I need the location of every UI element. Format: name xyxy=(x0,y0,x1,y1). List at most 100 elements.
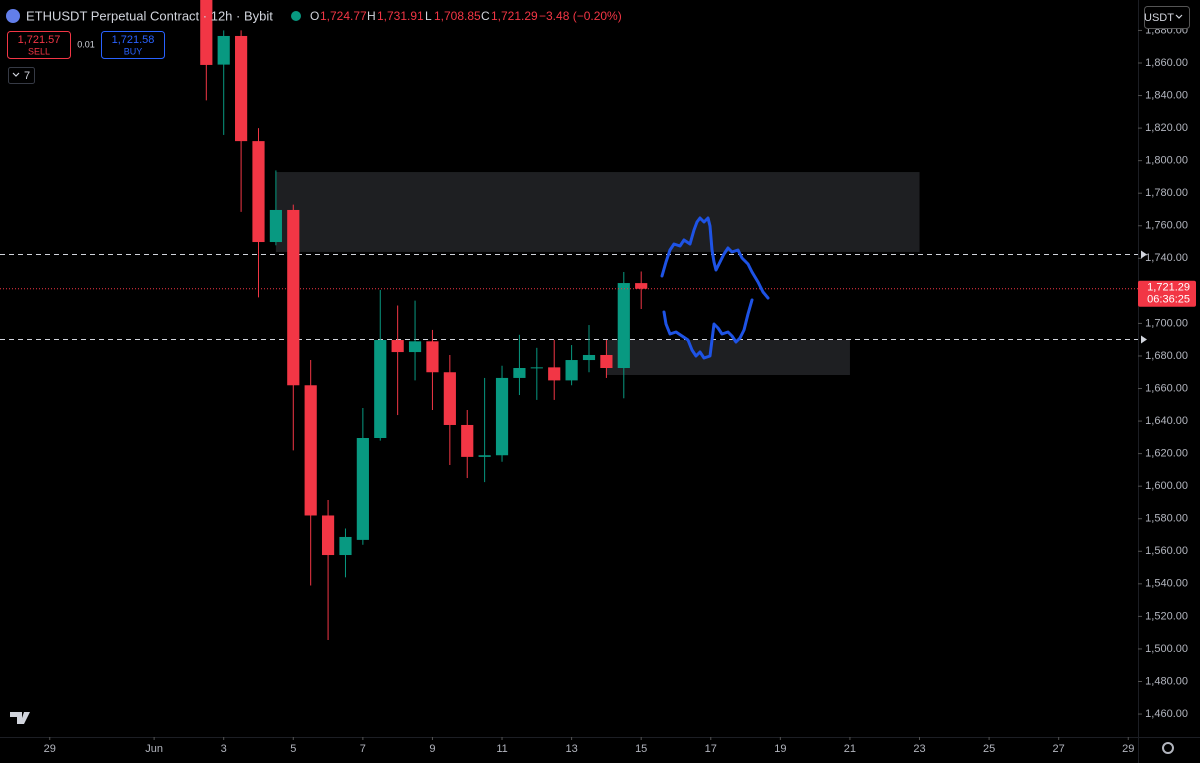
y-tick-label: 1,740.00 xyxy=(1145,252,1188,264)
chevron-icon xyxy=(1175,14,1183,19)
candle-body xyxy=(287,209,300,386)
candle-body xyxy=(478,455,491,457)
candle-body xyxy=(269,209,282,243)
y-tick-label: 1,820.00 xyxy=(1145,122,1188,134)
eth-icon xyxy=(6,9,20,23)
ohlc-value: 1,708.85 xyxy=(434,9,481,23)
candle-body xyxy=(408,341,422,353)
ohlc-value: 1,731.91 xyxy=(377,9,424,23)
y-tick-label: 1,480.00 xyxy=(1145,675,1188,687)
buy-button[interactable] xyxy=(101,31,165,59)
candle-body xyxy=(391,340,404,353)
x-tick-label: 9 xyxy=(429,743,435,755)
sell-price: 1,721.57 xyxy=(18,34,61,46)
candle-body xyxy=(200,0,213,65)
x-tick-label: 17 xyxy=(705,743,717,755)
candle-body xyxy=(582,354,596,361)
plot-area xyxy=(0,0,1138,640)
y-tick-label: 1,840.00 xyxy=(1145,89,1188,101)
y-tick-label: 1,600.00 xyxy=(1145,480,1188,492)
price-tag xyxy=(1138,280,1196,307)
sell-button[interactable] xyxy=(7,31,71,59)
candle-body xyxy=(600,354,613,369)
ohlc-label: C xyxy=(481,9,490,23)
indicators-toggle[interactable] xyxy=(8,67,35,84)
candle-body xyxy=(321,515,335,556)
ohlc-label: H xyxy=(367,9,376,23)
chevron-icon xyxy=(12,72,20,77)
level-marker xyxy=(1141,335,1147,344)
y-tick-label: 1,680.00 xyxy=(1145,350,1188,362)
candle-body xyxy=(548,367,561,381)
candle-body xyxy=(339,536,352,556)
buy-label: BUY xyxy=(124,46,143,56)
ohlc-label: O xyxy=(310,9,319,23)
candle-body xyxy=(635,283,648,289)
x-tick-label: 25 xyxy=(983,743,995,755)
market-status-dot[interactable] xyxy=(291,11,301,21)
x-tick-label: 29 xyxy=(44,743,56,755)
y-tick-label: 1,580.00 xyxy=(1145,513,1188,525)
y-tick-label: 1,520.00 xyxy=(1145,610,1188,622)
sell-label: SELL xyxy=(28,46,50,56)
price-tag-price: 1,721.29 xyxy=(1147,282,1190,294)
candle-body xyxy=(374,340,387,439)
candle-body xyxy=(356,438,369,540)
x-tick-label: 5 xyxy=(290,743,296,755)
ohlc-label: L xyxy=(425,9,432,23)
x-tick-label: 13 xyxy=(565,743,577,755)
hand-drawing-upper xyxy=(660,216,770,300)
x-tick-label: 21 xyxy=(844,743,856,755)
candle-body xyxy=(461,424,474,457)
zone xyxy=(275,172,920,252)
settings-icon[interactable] xyxy=(1162,742,1174,754)
x-tick-label: 11 xyxy=(496,743,507,755)
spread: 0.01 xyxy=(77,39,95,49)
hand-drawing-lower xyxy=(662,298,754,360)
candle-body xyxy=(565,360,578,381)
y-tick-label: 1,460.00 xyxy=(1145,708,1188,720)
candle-body xyxy=(530,367,543,369)
y-tick-label: 1,620.00 xyxy=(1145,448,1188,460)
y-tick-label: 1,560.00 xyxy=(1145,545,1188,557)
y-tick-label: 1,860.00 xyxy=(1145,57,1188,69)
x-tick-label: 23 xyxy=(913,743,925,755)
currency-button[interactable] xyxy=(1144,6,1190,29)
y-tick-label: 1,500.00 xyxy=(1145,643,1188,655)
x-tick-label: 29 xyxy=(1122,743,1134,755)
y-tick-label: 1,660.00 xyxy=(1145,382,1188,394)
candle-body xyxy=(235,35,248,142)
price-change: −3.48 (−0.20%) xyxy=(539,9,622,23)
x-tick-label: 19 xyxy=(774,743,786,755)
x-tick-label: 15 xyxy=(635,743,647,755)
x-tick-label: 7 xyxy=(360,743,366,755)
currency: USDT xyxy=(1144,12,1174,24)
level-marker xyxy=(1141,250,1147,259)
y-tick-label: 1,760.00 xyxy=(1145,220,1188,232)
candle-body xyxy=(426,341,439,373)
indicators-count: 7 xyxy=(24,70,30,82)
x-tick-label: 3 xyxy=(221,743,227,755)
candle-body xyxy=(304,385,317,516)
zone xyxy=(606,340,850,376)
y-tick-label: 1,800.00 xyxy=(1145,155,1188,167)
candle-body xyxy=(217,35,230,65)
x-tick-label: Jun xyxy=(145,743,163,755)
symbol-title: ETHUSDT Perpetual Contract · 12h · Bybit xyxy=(26,8,273,23)
candle-body xyxy=(443,372,456,425)
tradingview-logo[interactable] xyxy=(10,712,30,724)
candle-body xyxy=(495,377,509,456)
ohlc-value: 1,721.29 xyxy=(491,9,538,23)
y-tick-label: 1,700.00 xyxy=(1145,317,1188,329)
candle-body xyxy=(252,141,265,243)
buy-price: 1,721.58 xyxy=(112,34,155,46)
x-tick-label: 27 xyxy=(1053,743,1065,755)
candle-body xyxy=(617,283,630,369)
price-tag-countdown: 06:36:25 xyxy=(1147,294,1190,306)
candle-body xyxy=(513,368,526,378)
y-tick-label: 1,640.00 xyxy=(1145,415,1188,427)
y-tick-label: 1,780.00 xyxy=(1145,187,1188,199)
